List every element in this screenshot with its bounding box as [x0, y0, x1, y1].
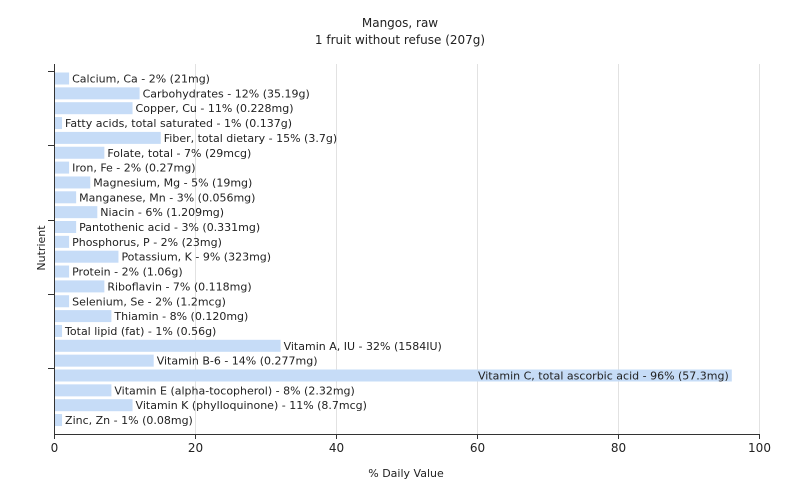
bar — [55, 280, 105, 293]
bar-label: Riboflavin - 7% (0.118mg) — [107, 280, 251, 293]
bar-label: Total lipid (fat) - 1% (0.56g) — [64, 325, 216, 338]
bar-label: Pantothenic acid - 3% (0.331mg) — [79, 221, 260, 234]
bar-label: Vitamin A, IU - 32% (1584IU) — [284, 340, 442, 353]
bar — [55, 206, 98, 219]
bar-label: Zinc, Zn - 1% (0.08mg) — [65, 414, 193, 427]
bar — [55, 146, 105, 159]
x-tick-label: 0 — [51, 441, 59, 455]
bar-label: Potassium, K - 9% (323mg) — [121, 251, 271, 264]
bar-label: Selenium, Se - 2% (1.2mcg) — [72, 295, 226, 308]
chart-subtitle: 1 fruit without refuse (207g) — [315, 33, 485, 47]
bar-label: Carbohydrates - 12% (35.19g) — [143, 87, 310, 100]
bar-label: Magnesium, Mg - 5% (19mg) — [93, 176, 252, 189]
bar — [55, 235, 70, 248]
bar-label: Vitamin C, total ascorbic acid - 96% (57… — [478, 370, 729, 383]
bar-label: Fatty acids, total saturated - 1% (0.137… — [65, 117, 292, 130]
bar-label: Manganese, Mn - 3% (0.056mg) — [79, 191, 255, 204]
bar-label: Vitamin K (phylloquinone) - 11% (8.7mcg) — [136, 399, 367, 412]
bar — [55, 87, 140, 100]
bar-label: Iron, Fe - 2% (0.27mg) — [72, 162, 195, 175]
bar — [55, 250, 119, 263]
bar-label: Niacin - 6% (1.209mg) — [100, 206, 224, 219]
bar — [55, 191, 77, 204]
bar — [55, 369, 732, 382]
bar-label: Calcium, Ca - 2% (21mg) — [72, 73, 210, 86]
x-axis-label: % Daily Value — [368, 467, 444, 480]
bar — [55, 117, 63, 130]
bar — [55, 399, 133, 412]
bar — [55, 102, 133, 115]
plot-area: Calcium, Ca - 2% (21mg)Carbohydrates - 1… — [48, 64, 771, 455]
bar-label: Vitamin E (alpha-tocopherol) - 8% (2.32m… — [114, 384, 354, 397]
bar — [55, 295, 70, 308]
bar-label: Vitamin B-6 - 14% (0.277mg) — [157, 355, 318, 368]
bar — [55, 161, 70, 174]
x-tick-label: 20 — [188, 441, 203, 455]
bar-label: Protein - 2% (1.06g) — [72, 266, 183, 279]
bar — [55, 414, 63, 427]
bar — [55, 265, 70, 278]
x-tick-label: 60 — [470, 441, 485, 455]
bar-label: Fiber, total dietary - 15% (3.7g) — [164, 132, 337, 145]
bar — [55, 176, 91, 189]
x-tick-label: 100 — [748, 441, 771, 455]
x-tick-label: 40 — [329, 441, 344, 455]
bar — [55, 339, 281, 352]
bar-label: Copper, Cu - 11% (0.228mg) — [136, 102, 294, 115]
bar — [55, 324, 63, 337]
bar — [55, 384, 112, 397]
bar-label: Folate, total - 7% (29mcg) — [107, 147, 251, 160]
bar — [55, 354, 154, 367]
x-tick-label: 80 — [611, 441, 626, 455]
bar — [55, 72, 70, 85]
bar — [55, 221, 77, 233]
y-axis-label: Nutrient — [35, 225, 48, 271]
bar — [55, 131, 161, 144]
bar-label: Thiamin - 8% (0.120mg) — [113, 310, 248, 323]
bar — [55, 310, 112, 323]
chart-title: Mangos, raw — [362, 16, 438, 30]
bar-label: Phosphorus, P - 2% (23mg) — [72, 236, 222, 249]
